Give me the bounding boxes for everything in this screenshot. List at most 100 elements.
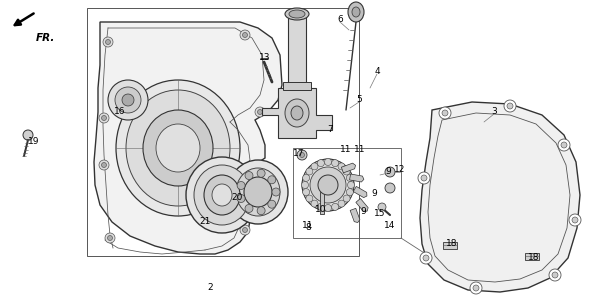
- Ellipse shape: [212, 184, 232, 206]
- Ellipse shape: [257, 110, 263, 114]
- Text: 11: 11: [354, 145, 366, 154]
- Ellipse shape: [23, 130, 33, 140]
- Ellipse shape: [285, 99, 309, 127]
- Ellipse shape: [442, 110, 448, 116]
- Ellipse shape: [297, 150, 307, 160]
- Text: 15: 15: [374, 209, 386, 219]
- Text: 21: 21: [199, 218, 211, 226]
- Ellipse shape: [306, 168, 313, 175]
- Text: 18: 18: [528, 253, 540, 262]
- Ellipse shape: [108, 80, 148, 120]
- Text: 19: 19: [28, 138, 40, 147]
- Text: 20: 20: [231, 194, 242, 203]
- Ellipse shape: [236, 168, 280, 216]
- Text: 4: 4: [374, 67, 380, 76]
- Text: 6: 6: [337, 15, 343, 24]
- Ellipse shape: [257, 207, 265, 215]
- Ellipse shape: [242, 228, 247, 232]
- Ellipse shape: [311, 200, 318, 207]
- Ellipse shape: [255, 107, 265, 117]
- Text: 3: 3: [491, 107, 497, 116]
- Ellipse shape: [122, 94, 134, 106]
- Ellipse shape: [143, 110, 213, 186]
- Ellipse shape: [291, 106, 303, 120]
- Polygon shape: [353, 186, 367, 197]
- Bar: [525, 253, 539, 260]
- Text: 9: 9: [360, 207, 366, 216]
- Ellipse shape: [257, 169, 265, 177]
- Ellipse shape: [244, 177, 272, 207]
- Ellipse shape: [285, 8, 309, 20]
- Ellipse shape: [240, 30, 250, 40]
- Ellipse shape: [156, 124, 200, 172]
- Text: 11: 11: [340, 145, 352, 154]
- Ellipse shape: [245, 204, 253, 213]
- Text: 12: 12: [394, 166, 406, 175]
- Ellipse shape: [116, 80, 240, 216]
- Ellipse shape: [332, 203, 339, 210]
- Ellipse shape: [186, 157, 258, 233]
- Ellipse shape: [242, 33, 247, 38]
- Ellipse shape: [346, 189, 353, 196]
- Ellipse shape: [99, 113, 109, 123]
- Ellipse shape: [470, 282, 482, 294]
- Text: 14: 14: [384, 222, 396, 231]
- Ellipse shape: [352, 7, 360, 17]
- Ellipse shape: [228, 188, 232, 193]
- Ellipse shape: [561, 142, 567, 148]
- Ellipse shape: [300, 153, 304, 157]
- Polygon shape: [94, 22, 282, 254]
- Bar: [293, 148, 401, 238]
- Ellipse shape: [324, 204, 332, 212]
- Polygon shape: [356, 198, 368, 212]
- Ellipse shape: [507, 103, 513, 109]
- Text: 13: 13: [259, 54, 271, 63]
- Ellipse shape: [317, 203, 324, 210]
- Ellipse shape: [332, 160, 339, 167]
- Ellipse shape: [343, 195, 350, 202]
- Ellipse shape: [343, 168, 350, 175]
- Ellipse shape: [572, 217, 578, 223]
- Ellipse shape: [103, 37, 113, 47]
- Ellipse shape: [107, 235, 113, 240]
- Ellipse shape: [423, 255, 429, 261]
- Ellipse shape: [289, 10, 305, 18]
- Bar: [288, 15, 306, 87]
- Bar: [443, 242, 457, 249]
- Ellipse shape: [306, 195, 313, 202]
- Ellipse shape: [385, 167, 395, 177]
- Ellipse shape: [338, 163, 345, 170]
- Ellipse shape: [268, 176, 276, 184]
- Ellipse shape: [99, 160, 109, 170]
- Ellipse shape: [473, 285, 479, 291]
- Text: 17: 17: [293, 150, 305, 159]
- Ellipse shape: [126, 90, 230, 206]
- Ellipse shape: [318, 175, 338, 195]
- Polygon shape: [420, 102, 580, 292]
- Ellipse shape: [549, 269, 561, 281]
- Polygon shape: [349, 174, 364, 182]
- Ellipse shape: [194, 165, 250, 225]
- Ellipse shape: [228, 160, 288, 224]
- Ellipse shape: [101, 116, 107, 120]
- Bar: [320, 192, 324, 214]
- Polygon shape: [350, 208, 360, 222]
- Ellipse shape: [268, 200, 276, 208]
- Text: 8: 8: [305, 224, 311, 232]
- Bar: [283, 82, 311, 90]
- Ellipse shape: [421, 175, 427, 181]
- Text: 7: 7: [327, 126, 333, 135]
- Polygon shape: [262, 88, 332, 138]
- Ellipse shape: [324, 159, 332, 166]
- Ellipse shape: [106, 39, 110, 45]
- Ellipse shape: [439, 107, 451, 119]
- Ellipse shape: [237, 182, 245, 190]
- Ellipse shape: [504, 100, 516, 112]
- Ellipse shape: [105, 233, 115, 243]
- Ellipse shape: [115, 87, 141, 113]
- Ellipse shape: [378, 203, 386, 211]
- Text: 9: 9: [371, 190, 377, 198]
- Ellipse shape: [302, 159, 354, 211]
- Ellipse shape: [245, 172, 253, 179]
- Text: 18: 18: [446, 240, 458, 249]
